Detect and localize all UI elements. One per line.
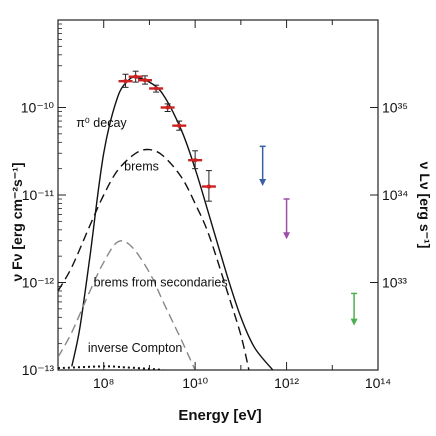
data-point bbox=[177, 123, 182, 128]
right-y-tick-label: 10³⁵ bbox=[382, 100, 408, 116]
x-tick-label: 10¹⁰ bbox=[182, 375, 208, 391]
inverse-compton-curve bbox=[58, 365, 164, 370]
y-tick-label: 10⁻¹¹ bbox=[22, 187, 55, 203]
right-y-tick-label: 10³³ bbox=[382, 275, 407, 291]
pi0-decay-label: π⁰ decay bbox=[76, 116, 127, 130]
brems-label: brems bbox=[124, 160, 159, 174]
y-tick-label: 10⁻¹³ bbox=[22, 362, 55, 378]
upper-limits bbox=[259, 145, 358, 326]
plot-frame bbox=[57, 19, 379, 371]
upper-limit-blue-arrowhead bbox=[259, 179, 267, 187]
axis-ticks: 10⁸ 10¹⁰ 10¹² 10¹⁴ 10⁻¹⁰ 10⁻¹¹ 10⁻¹² 10⁻¹³ 10³⁵ 1… bbox=[21, 19, 408, 391]
y-axis-title-right: ν Lν [erg s⁻¹] bbox=[417, 162, 433, 249]
data-point bbox=[206, 184, 212, 189]
y-axis-title-left: ν Fν [erg cm⁻²s⁻¹] bbox=[9, 162, 25, 281]
brems-curve bbox=[58, 148, 250, 370]
data-points bbox=[118, 70, 216, 202]
pi0-decay-curve bbox=[71, 76, 274, 370]
data-point bbox=[165, 105, 170, 110]
annotations: π⁰ decay brems brems from secondaries inver… bbox=[76, 116, 227, 355]
data-point bbox=[192, 157, 198, 163]
x-tick-label: 10¹² bbox=[274, 375, 299, 391]
y-tick-label: 10⁻¹² bbox=[22, 275, 55, 291]
x-tick-label: 10⁸ bbox=[93, 375, 115, 391]
right-y-tick-label: 10³⁴ bbox=[382, 187, 408, 203]
model-curves bbox=[58, 76, 274, 370]
data-point bbox=[153, 86, 159, 91]
upper-limit-green-arrowhead bbox=[350, 318, 358, 326]
inverse-compton-label: inverse Compton bbox=[88, 341, 183, 355]
upper-limit-purple-arrowhead bbox=[283, 232, 291, 240]
x-tick-label: 10¹⁴ bbox=[365, 375, 391, 391]
brems-secondaries-label: brems from secondaries bbox=[94, 276, 228, 290]
data-point bbox=[142, 78, 148, 83]
brems-secondaries-curve bbox=[58, 240, 196, 370]
data-point bbox=[133, 74, 138, 79]
data-point bbox=[123, 78, 128, 84]
x-axis-title: Energy [eV] bbox=[178, 407, 261, 424]
y-tick-label: 10⁻¹⁰ bbox=[21, 100, 55, 116]
plot-border bbox=[57, 19, 379, 371]
